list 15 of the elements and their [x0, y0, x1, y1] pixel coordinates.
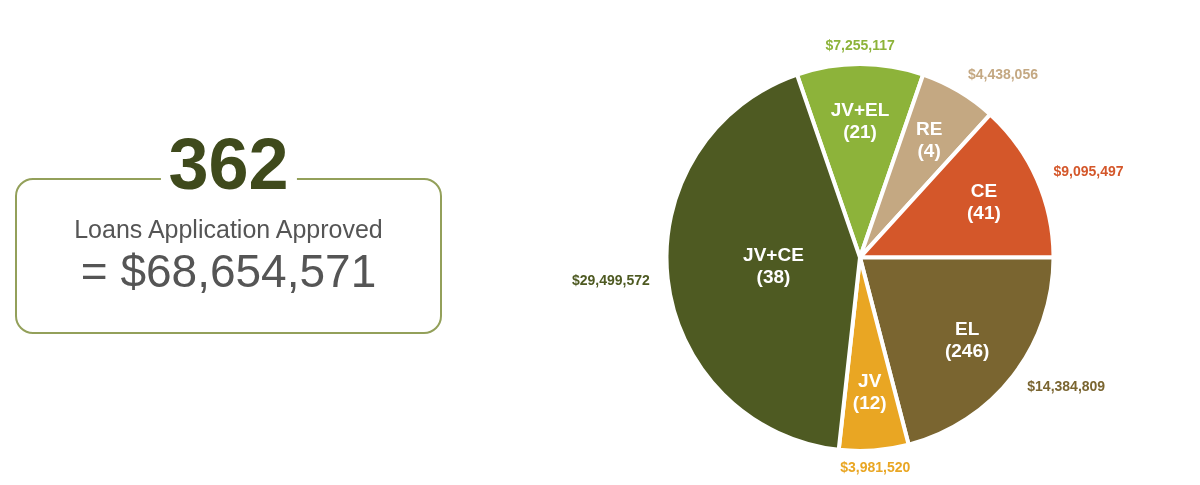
- slice-label: RE (4): [915, 118, 943, 162]
- data-label: $4,438,056: [967, 66, 1039, 83]
- text: 362: [167, 124, 290, 204]
- slice-label: CE (41): [967, 179, 1001, 223]
- data-label: $7,255,117: [825, 36, 895, 53]
- data-label: $29,499,572: [571, 271, 650, 288]
- data-label: $9,095,497: [1053, 162, 1124, 179]
- text: = $68,654,571: [79, 243, 378, 299]
- data-label: $14,384,809: [1027, 377, 1106, 394]
- slice-label: JV (12): [852, 369, 887, 413]
- slice-label: JV+CE (38): [743, 244, 804, 288]
- slice-label: JV+EL (21): [830, 99, 890, 143]
- data-label: $3,981,520: [840, 459, 911, 476]
- text: Loans Application Approved: [73, 215, 384, 244]
- slice-label: EL (246): [944, 317, 990, 361]
